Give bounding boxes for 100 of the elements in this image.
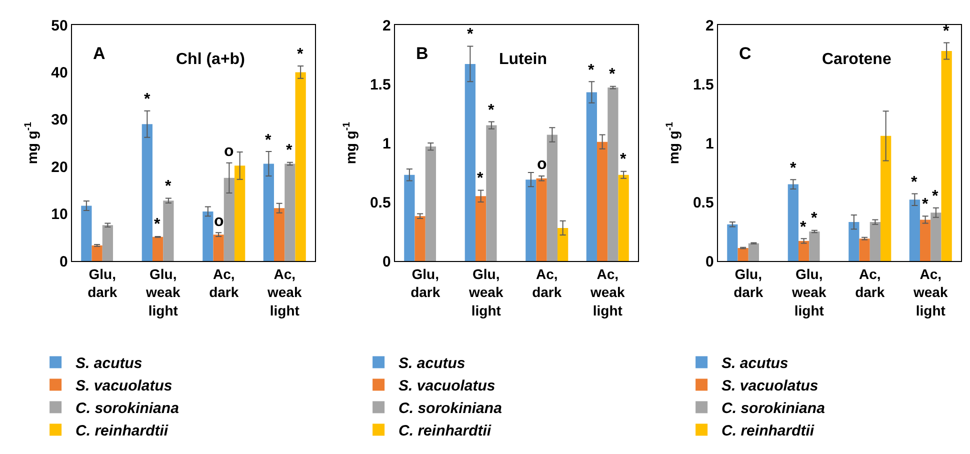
legend-label: S. acutus xyxy=(722,355,788,372)
legend-label: C. reinhardtii xyxy=(722,422,815,440)
bar xyxy=(102,225,114,261)
bar xyxy=(284,164,296,261)
bar xyxy=(486,125,497,261)
annotation: Lutein xyxy=(499,51,547,68)
annotation: Chl (a+b) xyxy=(176,51,245,68)
bar xyxy=(738,248,748,261)
data-label: * xyxy=(800,219,807,236)
y-tick-label: 0 xyxy=(59,253,68,270)
x-tick-label: Glu, dark xyxy=(410,266,440,300)
data-label: * xyxy=(932,188,939,205)
y-tick-label: 10 xyxy=(51,206,68,224)
bar xyxy=(748,243,760,261)
legend-label: C. sorokiniana xyxy=(722,400,825,418)
y-tick-label: 50 xyxy=(51,17,68,34)
bar xyxy=(596,142,608,261)
bar xyxy=(586,92,597,261)
y-tick-label: 40 xyxy=(51,64,68,82)
bar xyxy=(152,236,164,261)
y-tick-label: 0 xyxy=(705,253,714,270)
legend-label: S. acutus xyxy=(76,355,142,372)
bar xyxy=(941,50,952,261)
x-tick-label: Glu, weak light xyxy=(145,266,180,318)
data-label: * xyxy=(297,46,304,63)
bar xyxy=(142,124,152,261)
bar xyxy=(274,208,285,261)
annotation: Carotene xyxy=(822,51,892,68)
bar xyxy=(263,164,274,261)
bar xyxy=(546,134,558,261)
y-tick-label: 1 xyxy=(382,135,391,152)
data-label: * xyxy=(286,142,293,159)
bar xyxy=(859,238,870,261)
y-tick-label: 1.5 xyxy=(370,76,391,94)
x-tick-label: Ac, weak light xyxy=(266,266,302,318)
data-label: o xyxy=(224,143,234,160)
legend-label: S. vacuolatus xyxy=(76,378,172,395)
data-label: * xyxy=(488,102,495,119)
y-tick-label: 0 xyxy=(382,253,391,270)
bar xyxy=(930,212,942,261)
data-label: * xyxy=(922,196,929,213)
y-tick-label: 0.5 xyxy=(692,194,714,212)
bar xyxy=(425,146,436,261)
bar xyxy=(81,206,92,261)
legend-label: S. acutus xyxy=(398,355,466,372)
data-label: * xyxy=(911,174,918,191)
bar xyxy=(798,240,810,261)
bar xyxy=(234,166,246,261)
data-label: * xyxy=(609,66,616,83)
bar xyxy=(92,245,102,261)
legend-label: C. sorokiniana xyxy=(398,400,502,418)
x-tick-label: Ac, dark xyxy=(855,266,885,300)
bar xyxy=(224,178,235,261)
bar xyxy=(848,222,860,261)
legend-label: S. vacuolatus xyxy=(722,378,818,395)
bar xyxy=(526,180,536,261)
bar xyxy=(213,234,224,261)
y-tick-label: 20 xyxy=(51,158,68,176)
data-label: * xyxy=(811,210,818,227)
bar xyxy=(414,216,426,261)
data-label: * xyxy=(165,178,172,195)
x-tick-label: Glu, weak light xyxy=(468,266,504,318)
bar xyxy=(295,72,306,261)
bar xyxy=(727,224,738,261)
bar xyxy=(909,200,920,261)
bar xyxy=(618,174,629,261)
bar xyxy=(404,174,415,261)
bar xyxy=(464,64,476,261)
data-label: * xyxy=(943,23,950,40)
data-label: * xyxy=(477,170,484,187)
bar xyxy=(202,211,214,261)
x-tick-label: Ac, dark xyxy=(209,266,239,300)
annotation: B xyxy=(416,44,428,63)
data-label: o xyxy=(214,213,224,230)
legend-label: S. vacuolatus xyxy=(398,378,496,395)
data-label: * xyxy=(154,216,161,233)
bar xyxy=(788,184,798,261)
x-tick-label: Glu, dark xyxy=(734,266,764,300)
bar xyxy=(880,136,892,261)
y-tick-label: 2 xyxy=(705,17,714,34)
bar xyxy=(536,178,547,261)
bar xyxy=(920,220,931,261)
x-tick-label: Ac, weak light xyxy=(912,266,948,318)
bar xyxy=(608,88,618,261)
y-tick-label: 1 xyxy=(705,135,714,152)
legend-label: C. sorokiniana xyxy=(76,400,179,418)
y-tick-label: 2 xyxy=(382,17,391,34)
x-tick-label: Glu, dark xyxy=(88,266,118,300)
annotation: C xyxy=(739,44,752,63)
data-label: * xyxy=(467,26,474,43)
x-tick-label: Ac, weak light xyxy=(590,266,625,318)
data-label: * xyxy=(144,91,151,108)
data-label: * xyxy=(265,132,272,149)
legend-label: C. reinhardtii xyxy=(76,422,169,440)
data-label: * xyxy=(790,160,797,177)
bar xyxy=(870,222,881,261)
bar xyxy=(558,228,568,261)
bar xyxy=(809,232,820,261)
y-tick-label: 1.5 xyxy=(692,76,714,94)
data-label: * xyxy=(588,62,595,79)
